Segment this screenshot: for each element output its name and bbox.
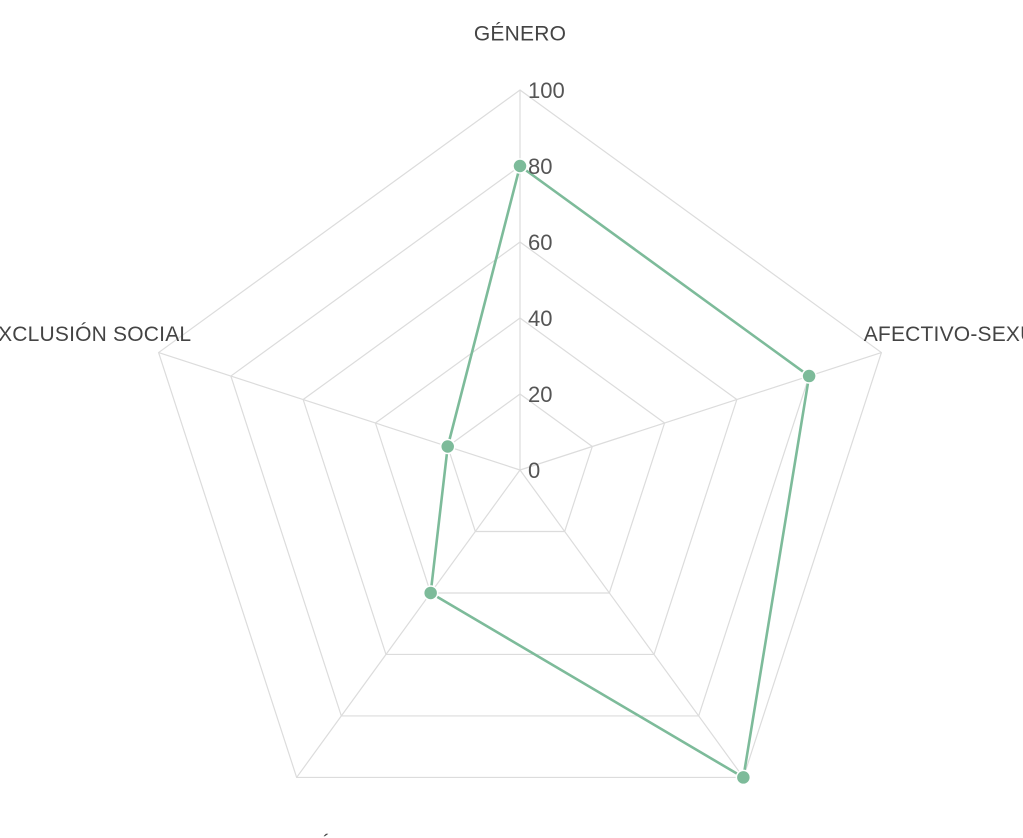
axis-spoke-1 bbox=[519, 351, 882, 471]
tick-label-0: 0 bbox=[528, 458, 540, 483]
axis-spoke-3 bbox=[296, 469, 521, 778]
axis-spoke-4 bbox=[158, 351, 521, 471]
axis-label-2: DISCAPACIDAD Y NEAE bbox=[706, 834, 948, 838]
data-point-2[interactable] bbox=[735, 769, 752, 786]
data-point-0[interactable] bbox=[512, 158, 528, 174]
grid-ring-60 bbox=[302, 241, 738, 656]
axis-spoke-2 bbox=[519, 469, 744, 778]
axis-label-1: AFECTIVO-SEXUAL bbox=[864, 323, 1023, 346]
axis-label-layer: GÉNERO AFECTIVO-SEXUAL DISCAPACIDAD Y NEAE… bbox=[0, 23, 1023, 838]
grid-ring-20 bbox=[447, 393, 593, 533]
tick-label-60: 60 bbox=[528, 230, 552, 255]
axis-label-3: CULTURA Y RELIGIÓN bbox=[124, 834, 349, 838]
grid-layer bbox=[157, 89, 883, 779]
tick-label-40: 40 bbox=[528, 306, 552, 331]
axis-label-0: GÉNERO bbox=[474, 23, 566, 46]
data-point-1[interactable] bbox=[801, 368, 817, 384]
axis-label-4: EXCLUSIÓN SOCIAL bbox=[0, 323, 191, 346]
series-layer bbox=[422, 158, 817, 786]
grid-ring-100 bbox=[157, 89, 883, 779]
tick-layer: 0 20 40 60 80 100 bbox=[528, 78, 565, 483]
grid-ring-40 bbox=[374, 317, 666, 594]
series-line bbox=[429, 164, 811, 779]
tick-label-100: 100 bbox=[528, 78, 565, 103]
data-point-4[interactable] bbox=[439, 438, 456, 455]
tick-label-80: 80 bbox=[528, 154, 552, 179]
tick-label-20: 20 bbox=[528, 382, 552, 407]
data-point-3[interactable] bbox=[422, 585, 439, 601]
